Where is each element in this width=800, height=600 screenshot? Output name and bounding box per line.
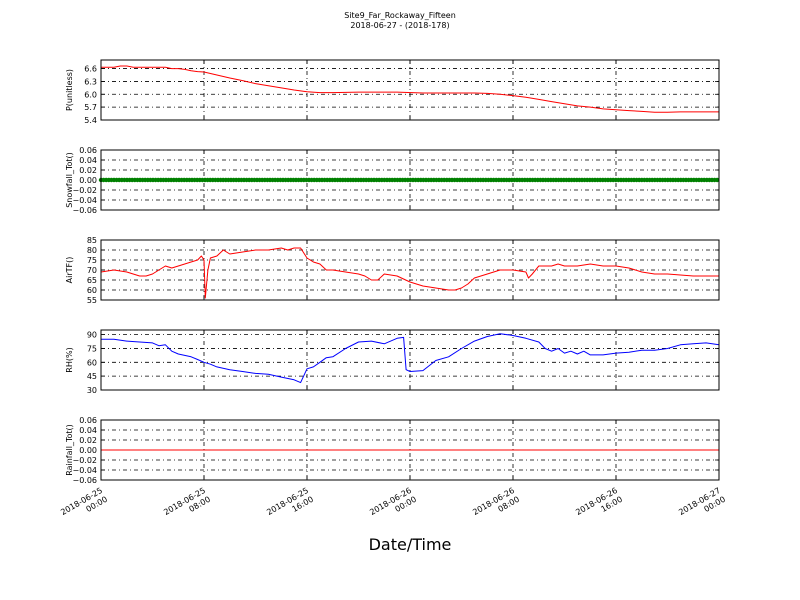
x-tick-label: 2018-06-2600:00 [368,486,418,526]
y-tick-label: 6.6 [84,65,97,74]
y-tick-label: −0.06 [72,476,97,485]
y-tick-label: −0.02 [72,186,97,195]
y-tick-label: 0.04 [79,156,97,165]
y-tick-label: 0.02 [79,166,97,175]
y-tick-label: 55 [87,296,97,305]
chart-title: Site9_Far_Rockaway_Fifteen [344,11,456,20]
panel-frame [100,329,720,391]
panel-frame [100,149,720,211]
y-tick-label: −0.02 [72,456,97,465]
x-axis-label: Date/Time [369,535,452,554]
panel-1: −0.06−0.04−0.020.000.020.040.06 Snowfall_… [65,146,720,215]
y-tick-label: 65 [87,276,97,285]
panel-4: −0.06−0.04−0.020.000.020.040.06 Rainfall_… [65,416,720,485]
series-markers-1 [98,177,720,183]
y-tick-label: 0.06 [79,416,97,425]
y-axis-label: AirTF() [65,257,74,284]
y-tick-label: −0.06 [72,206,97,215]
y-axis-label: Rainfall_Tot() [65,424,74,476]
y-tick-label: 5.4 [84,116,97,125]
y-tick-label: 85 [87,236,97,245]
y-tick-label: −0.04 [72,196,97,205]
panel-frame [100,59,720,121]
series-line-3 [101,333,720,384]
y-tick-label: 80 [87,246,97,255]
x-axis-ticks: 2018-06-2500:00 2018-06-2508:00 2018-06-25… [59,486,727,526]
y-tick-label: 75 [87,344,97,353]
y-tick-label: 0.00 [79,176,97,185]
x-tick-label: 2018-06-2608:00 [471,486,521,526]
y-axis-label: P(unitless) [65,69,74,111]
x-tick-label: 2018-06-2616:00 [574,486,624,526]
y-tick-label: 75 [87,256,97,265]
y-tick-label: 0.06 [79,146,97,155]
series-line-0 [101,65,719,113]
y-tick-label: 60 [87,286,97,295]
y-tick-label: 30 [87,386,97,395]
chart-subtitle: 2018-06-27 - (2018-178) [350,21,449,30]
y-tick-label: 6.3 [84,77,97,86]
x-tick-label: 2018-06-2700:00 [677,486,727,526]
y-tick-label: 90 [87,331,97,340]
y-tick-label: −0.04 [72,466,97,475]
y-tick-label: 70 [87,266,97,275]
y-tick-label: 0.02 [79,436,97,445]
panel-frame [100,239,720,301]
chart-panels: 5.45.76.06.36.6P(unitless)−0.06−0.04−0.0… [65,59,720,485]
series-line-2 [100,247,719,299]
y-tick-label: 0.00 [79,446,97,455]
y-tick-label: 6.0 [84,90,97,99]
x-tick-label: 2018-06-2500:00 [59,486,109,526]
panel-3: 30 45 60 75 90 RH(%) [65,329,720,395]
x-tick-label: 2018-06-2516:00 [265,486,315,526]
y-axis-label: RH(%) [65,347,74,372]
data-point [715,177,720,183]
y-tick-label: 45 [87,372,97,381]
x-tick-label: 2018-06-2508:00 [162,486,212,526]
y-axis-label: Snowfall_Tot() [65,152,74,208]
y-tick-label: 60 [87,358,97,367]
y-tick-label: 0.04 [79,426,97,435]
panel-0: 5.4 5.7 6.0 6.3 6.6 P(unitless) [65,59,720,125]
y-tick-label: 5.7 [84,103,97,112]
panel-frame [100,419,720,481]
